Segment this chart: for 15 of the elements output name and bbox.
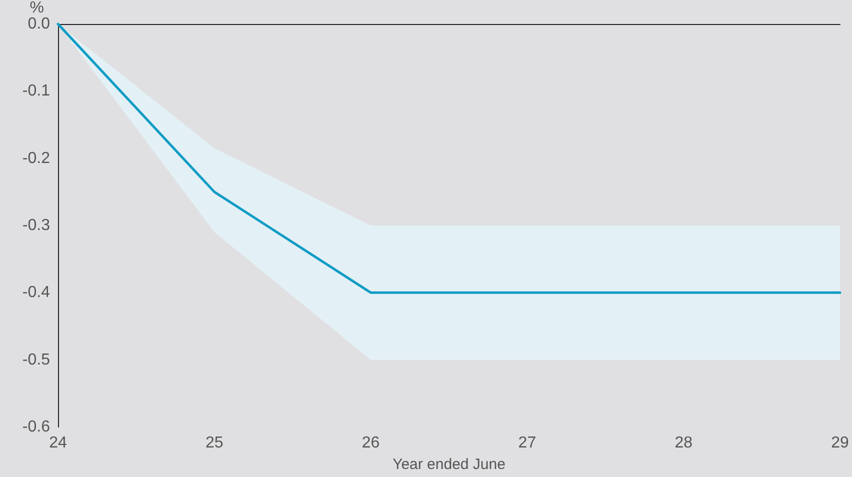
- x-tick-label: 25: [206, 434, 224, 452]
- y-tick-label: -0.3: [22, 217, 50, 234]
- y-tick-label: 0.0: [28, 16, 50, 32]
- y-axis-title: %: [30, 0, 44, 16]
- y-tick-label: -0.4: [22, 284, 50, 302]
- x-tick-label: 28: [674, 434, 693, 452]
- x-tick-label: 29: [831, 434, 849, 452]
- y-tick-label: -0.5: [22, 351, 50, 368]
- x-tick-label: 26: [362, 434, 380, 452]
- y-tick-label: -0.1: [22, 82, 50, 100]
- x-tick-label: 24: [49, 434, 67, 452]
- x-tick-label: 27: [518, 434, 536, 452]
- x-axis-title: Year ended June: [392, 456, 506, 473]
- y-tick-label: -0.6: [22, 418, 50, 436]
- y-tick-label: -0.2: [22, 150, 50, 167]
